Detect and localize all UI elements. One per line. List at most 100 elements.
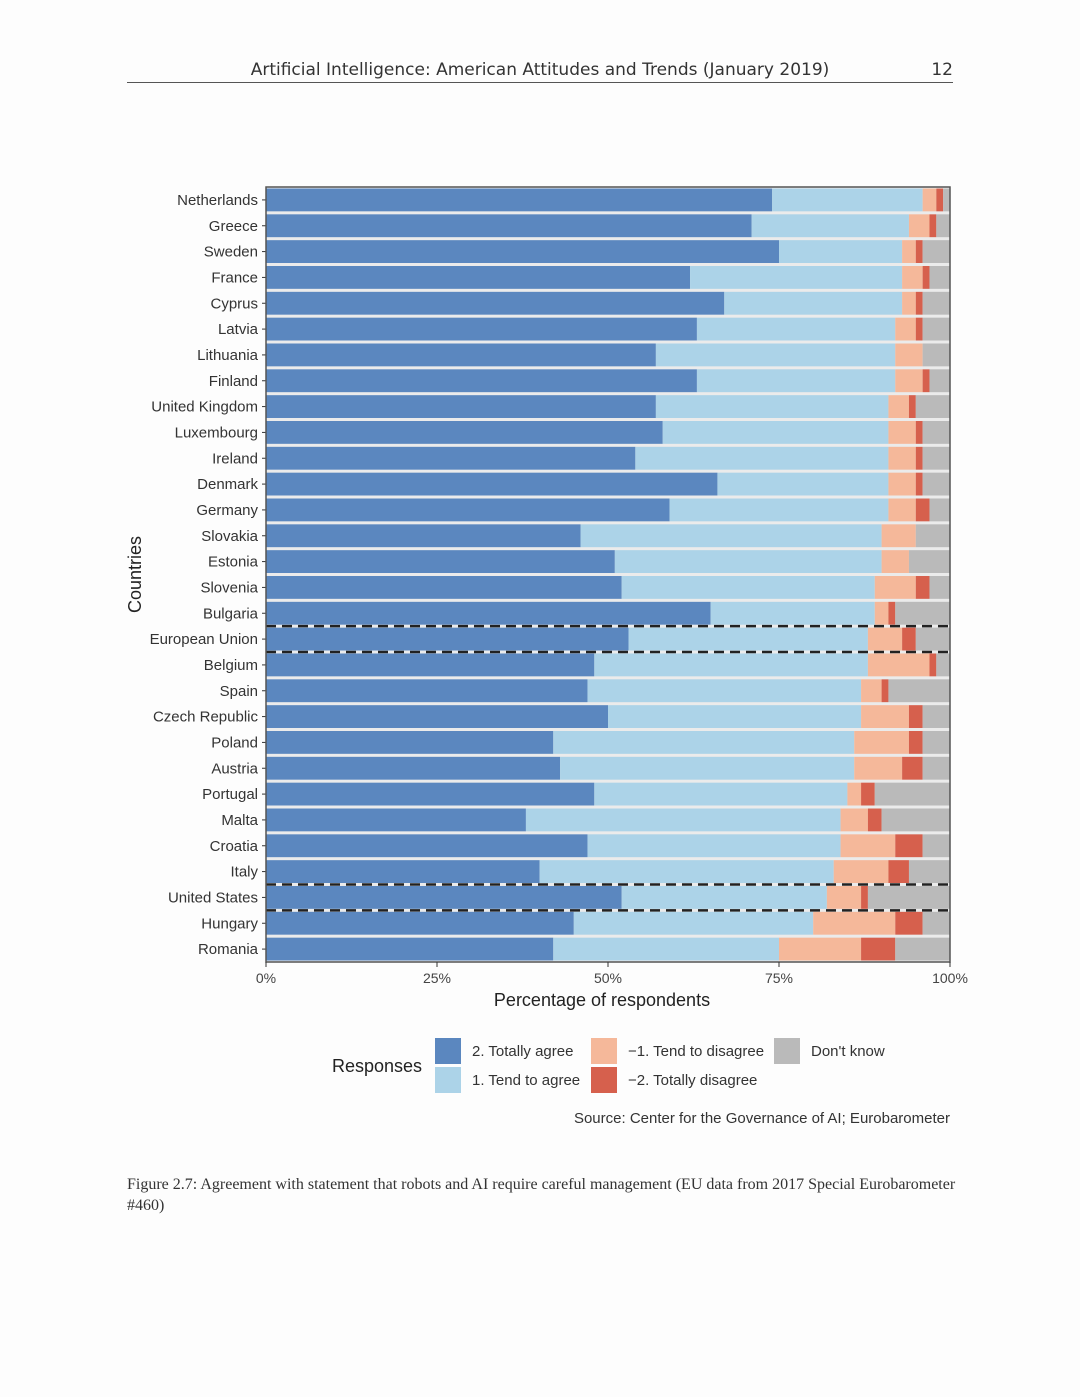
bar-estonia-1-tend-to-agree — [614, 550, 882, 573]
x-tick-label: 0% — [256, 970, 276, 986]
bar-czech-republic-2-totally-disagree — [908, 705, 923, 728]
bar-netherlands-2-totally-disagree — [936, 188, 944, 212]
y-tick-label: Latvia — [218, 321, 259, 338]
legend-label: 1. Tend to agree — [472, 1071, 581, 1089]
legend-item-totally-agree: 2. Totally agree — [435, 1038, 573, 1064]
bar-bulgaria-2-totally-agree — [266, 601, 711, 625]
bar-poland-1-tend-to-agree — [553, 731, 855, 754]
y-tick-label: Ireland — [212, 450, 258, 467]
y-tick-label: Czech Republic — [153, 709, 259, 726]
bar-slovenia-2-totally-agree — [266, 576, 622, 599]
y-tick-label: Slovenia — [200, 579, 258, 596]
bar-european-union-1-tend-to-agree — [628, 627, 868, 651]
y-tick-label: France — [211, 269, 258, 286]
bar-european-union-2-totally-agree — [266, 627, 629, 651]
y-axis-label: Countries — [125, 536, 145, 613]
bar-lithuania-1-tend-to-disagree — [895, 343, 923, 367]
bar-croatia-2-totally-agree — [266, 834, 588, 858]
bar-czech-republic-2-totally-agree — [266, 705, 608, 728]
bar-united-kingdom-don-t-know — [915, 395, 950, 418]
bar-cyprus-don-t-know — [922, 291, 950, 315]
bar-malta-2-totally-agree — [266, 808, 526, 832]
bar-romania-2-totally-disagree — [861, 937, 896, 961]
legend-swatch — [591, 1038, 617, 1064]
bar-france-2-totally-agree — [266, 266, 691, 289]
bar-hungary-1-tend-to-disagree — [813, 911, 896, 935]
bar-croatia-1-tend-to-agree — [587, 834, 841, 858]
bar-united-states-1-tend-to-disagree — [826, 886, 862, 909]
bar-poland-1-tend-to-disagree — [854, 731, 909, 754]
bar-sweden-2-totally-agree — [266, 240, 779, 263]
bar-france-1-tend-to-agree — [690, 266, 903, 289]
bar-romania-don-t-know — [895, 937, 950, 961]
bar-ireland-1-tend-to-agree — [635, 446, 889, 470]
bar-sweden-1-tend-to-disagree — [902, 240, 916, 263]
y-tick-label: Austria — [211, 760, 258, 777]
x-tick-label: 25% — [423, 970, 451, 986]
bar-netherlands-2-totally-agree — [266, 188, 773, 212]
source-note: Source: Center for the Governance of AI;… — [573, 1110, 950, 1127]
bar-germany-2-totally-disagree — [915, 498, 930, 522]
legend-swatch — [435, 1038, 461, 1064]
y-tick-label: Cyprus — [210, 295, 258, 312]
bar-latvia-2-totally-agree — [266, 317, 697, 341]
bar-bulgaria-1-tend-to-disagree — [874, 601, 889, 625]
bar-croatia-don-t-know — [922, 834, 950, 858]
bar-ireland-1-tend-to-disagree — [888, 446, 916, 470]
header-title: Artificial Intelligence: American Attitu… — [250, 60, 830, 80]
y-tick-label: Belgium — [204, 657, 258, 674]
bar-european-union-2-totally-disagree — [902, 627, 916, 651]
bar-italy-1-tend-to-agree — [539, 860, 834, 883]
bar-cyprus-2-totally-agree — [266, 291, 725, 315]
bar-poland-2-totally-disagree — [908, 731, 923, 754]
bar-slovakia-2-totally-agree — [266, 524, 581, 548]
x-tick-label: 100% — [932, 970, 968, 986]
bar-cyprus-1-tend-to-agree — [724, 291, 903, 315]
bar-slovakia-don-t-know — [915, 524, 950, 548]
bar-croatia-1-tend-to-disagree — [840, 834, 896, 858]
bar-luxembourg-1-tend-to-agree — [662, 421, 889, 444]
bar-greece-don-t-know — [936, 214, 950, 238]
bar-ireland-don-t-know — [922, 446, 950, 470]
y-tick-label: Portugal — [202, 786, 258, 803]
y-tick-label: United Kingdom — [151, 399, 258, 416]
bar-hungary-1-tend-to-agree — [573, 911, 814, 935]
bar-slovenia-don-t-know — [929, 576, 950, 599]
bar-poland-2-totally-agree — [266, 731, 554, 754]
bar-estonia-2-totally-agree — [266, 550, 615, 573]
legend: Responses 2. Totally agree 1. Tend to ag… — [330, 1036, 970, 1106]
bar-united-kingdom-2-totally-disagree — [908, 395, 916, 418]
y-tick-label: Luxembourg — [175, 424, 258, 441]
bar-luxembourg-2-totally-disagree — [915, 421, 923, 444]
bar-austria-don-t-know — [922, 756, 950, 780]
bar-netherlands-1-tend-to-disagree — [922, 188, 937, 212]
bar-italy-2-totally-disagree — [888, 860, 909, 883]
bar-finland-1-tend-to-disagree — [895, 369, 923, 393]
bar-belgium-2-totally-agree — [266, 653, 595, 677]
bar-latvia-1-tend-to-disagree — [895, 317, 916, 341]
bar-greece-1-tend-to-agree — [751, 214, 909, 238]
y-tick-label: Netherlands — [177, 192, 258, 209]
bar-sweden-2-totally-disagree — [915, 240, 923, 263]
y-tick-label: Malta — [221, 812, 258, 829]
figure-caption: Figure 2.7: Agreement with statement tha… — [127, 1176, 956, 1214]
bar-slovakia-1-tend-to-disagree — [881, 524, 916, 548]
bar-portugal-don-t-know — [874, 782, 950, 806]
bar-portugal-1-tend-to-disagree — [847, 782, 862, 806]
y-tick-label: Finland — [209, 373, 258, 390]
page-header: Artificial Intelligence: American Attitu… — [127, 60, 953, 83]
legend-swatch — [774, 1038, 800, 1064]
bar-latvia-don-t-know — [922, 317, 950, 341]
bar-slovenia-1-tend-to-agree — [621, 576, 875, 599]
bar-cyprus-2-totally-disagree — [915, 291, 923, 315]
bar-greece-2-totally-agree — [266, 214, 752, 238]
legend-item-totally-disagree: −2. Totally disagree — [591, 1067, 757, 1093]
bar-portugal-2-totally-disagree — [861, 782, 875, 806]
bar-poland-don-t-know — [922, 731, 950, 754]
bar-hungary-don-t-know — [922, 911, 950, 935]
bar-spain-1-tend-to-disagree — [861, 679, 882, 703]
bar-united-states-1-tend-to-agree — [621, 886, 827, 909]
bar-spain-1-tend-to-agree — [587, 679, 862, 703]
y-tick-label: Lithuania — [197, 347, 259, 364]
bar-italy-2-totally-agree — [266, 860, 540, 883]
